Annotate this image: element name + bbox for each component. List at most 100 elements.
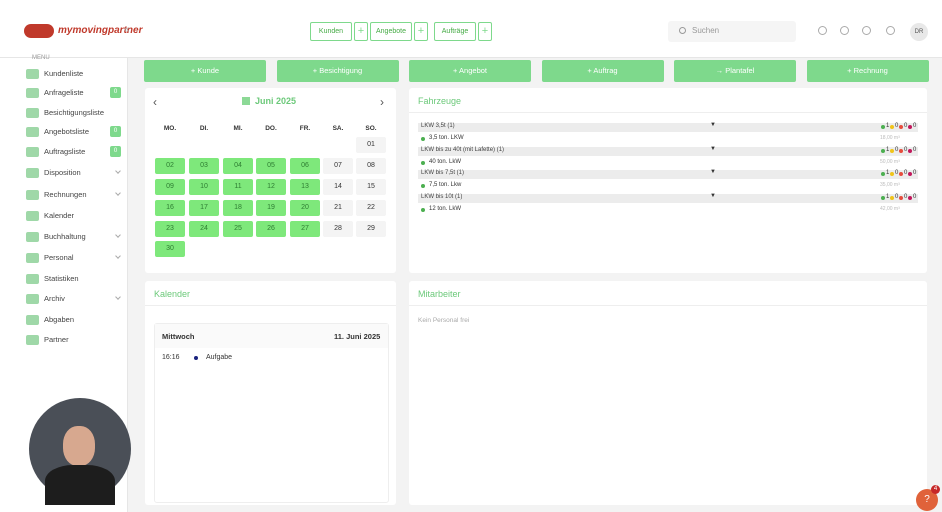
cal-next[interactable]: › — [380, 95, 384, 109]
weekday: SO. — [365, 125, 377, 132]
group-toggle[interactable]: ▼ — [710, 122, 716, 128]
menu-icon — [26, 147, 39, 157]
day-cell[interactable]: 20 — [290, 200, 320, 216]
header-icon[interactable] — [818, 26, 827, 35]
quick-button[interactable]: Kunden — [310, 22, 352, 41]
day-cell[interactable]: 02 — [155, 158, 185, 174]
menu-icon — [26, 253, 39, 263]
header-icon[interactable] — [840, 26, 849, 35]
menu-item[interactable]: Angebotsliste — [44, 127, 90, 136]
day-cell[interactable]: 19 — [256, 200, 286, 216]
menu-icon — [26, 232, 39, 242]
day-cell[interactable]: 03 — [189, 158, 219, 174]
menu-title: MENU — [32, 55, 50, 61]
status-dot — [890, 148, 894, 153]
menu-item[interactable]: Kalender — [44, 211, 75, 220]
agenda-panel — [145, 281, 396, 505]
day-cell[interactable]: 13 — [290, 179, 320, 195]
day-cell[interactable]: 30 — [155, 241, 185, 257]
user-avatar[interactable]: DR — [910, 23, 928, 41]
quick-button[interactable]: Angebote — [370, 22, 412, 41]
status-count: 0 — [895, 193, 899, 200]
day-cell[interactable]: 26 — [256, 221, 286, 237]
webcam-face — [63, 426, 95, 466]
group-name[interactable]: LKW 3,5t (1) — [421, 123, 455, 129]
quick-plus[interactable]: + — [414, 22, 428, 41]
vehicle-name[interactable]: 7,5 ton. Lkw — [429, 182, 462, 188]
group-name[interactable]: LKW bis 7,5t (1) — [421, 170, 465, 176]
menu-icon — [26, 274, 39, 284]
day-cell[interactable]: 07 — [323, 158, 353, 174]
group-toggle[interactable]: ▼ — [710, 192, 716, 199]
group-name[interactable]: LKW bis zu 40t (mit Lafette) (1) — [421, 146, 505, 153]
status-count: 0 — [913, 146, 917, 153]
day-cell[interactable]: 29 — [356, 221, 386, 237]
day-cell[interactable]: 04 — [223, 158, 253, 174]
day-cell[interactable]: 24 — [189, 221, 219, 237]
group-row — [418, 170, 918, 179]
menu-item[interactable]: Disposition — [44, 168, 81, 177]
day-cell[interactable]: 22 — [356, 200, 386, 216]
header-icon[interactable] — [862, 26, 871, 35]
day-cell[interactable]: 11 — [223, 179, 253, 195]
group-toggle[interactable]: ▼ — [710, 145, 716, 152]
day-cell[interactable]: 21 — [323, 200, 353, 216]
menu-item[interactable]: Partner — [44, 335, 69, 344]
menu-item[interactable]: Statistiken — [44, 274, 79, 283]
menu-item[interactable]: Kundenliste — [44, 69, 84, 78]
action-button[interactable]: + Besichtigung — [276, 60, 399, 82]
weekday: DI. — [199, 125, 209, 132]
group-name[interactable]: LKW bis 10t (1) — [421, 193, 463, 200]
day-cell[interactable]: 18 — [223, 200, 253, 216]
cal-prev[interactable]: ‹ — [153, 95, 157, 109]
search-box[interactable] — [668, 21, 796, 42]
event-time[interactable]: 16:16 — [162, 354, 180, 361]
day-cell[interactable]: 25 — [223, 221, 253, 237]
day-cell[interactable]: 06 — [290, 158, 320, 174]
quick-plus[interactable]: + — [354, 22, 368, 41]
menu-item[interactable]: Archiv — [44, 294, 65, 303]
menu-item[interactable]: Besichtigungsliste — [44, 108, 105, 117]
menu-item[interactable]: Buchhaltung — [44, 232, 86, 241]
menu-item[interactable]: Personal — [44, 253, 74, 262]
action-button[interactable]: + Angebot — [409, 60, 531, 82]
header-icon[interactable] — [886, 26, 895, 35]
vehicle-name[interactable]: 3,5 ton. LKW — [429, 135, 464, 141]
day-cell[interactable]: 17 — [189, 200, 219, 216]
action-button[interactable]: + Rechnung — [806, 60, 929, 82]
action-button[interactable]: → Plantafel — [674, 60, 796, 82]
day-cell[interactable]: 28 — [323, 221, 353, 237]
event-label[interactable]: Aufgabe — [206, 354, 233, 361]
group-toggle[interactable]: ▼ — [710, 169, 716, 175]
menu-item[interactable]: Auftragsliste — [44, 147, 86, 156]
vehicle-dot — [421, 184, 425, 188]
menu-item[interactable]: Rechnungen — [44, 190, 87, 199]
day-cell[interactable]: 12 — [256, 179, 286, 195]
vehicle-name[interactable]: 40 ton. LkW — [429, 158, 462, 165]
day-cell[interactable]: 15 — [356, 179, 386, 195]
day-cell[interactable]: 05 — [256, 158, 286, 174]
collapse[interactable]: « — [124, 24, 130, 35]
day-cell[interactable]: 23 — [155, 221, 185, 237]
quick-button[interactable]: Aufträge — [434, 22, 476, 41]
menu-item[interactable]: Anfrageliste — [44, 88, 84, 97]
day-cell[interactable]: 14 — [323, 179, 353, 195]
search-placeholder[interactable]: Suchen — [692, 26, 720, 35]
cal-icon — [242, 97, 250, 105]
vehicle-name[interactable]: 12 ton. LkW — [429, 205, 462, 212]
day-cell[interactable]: 10 — [189, 179, 219, 195]
help-button[interactable]: ? — [916, 489, 938, 511]
action-button[interactable]: + Kunde — [144, 60, 266, 82]
status-count: 0 — [895, 146, 899, 153]
day-cell[interactable]: 08 — [356, 158, 386, 174]
menu-icon — [26, 168, 39, 178]
menu-icon — [26, 211, 39, 221]
action-button[interactable]: + Auftrag — [541, 60, 664, 82]
menu-item[interactable]: Abgaben — [44, 315, 75, 324]
day-cell[interactable]: 27 — [290, 221, 320, 237]
quick-plus[interactable]: + — [478, 22, 492, 41]
day-cell[interactable]: 09 — [155, 179, 185, 195]
weekday: DO. — [265, 125, 277, 132]
day-cell[interactable]: 16 — [155, 200, 185, 216]
day-cell[interactable]: 01 — [356, 137, 386, 153]
